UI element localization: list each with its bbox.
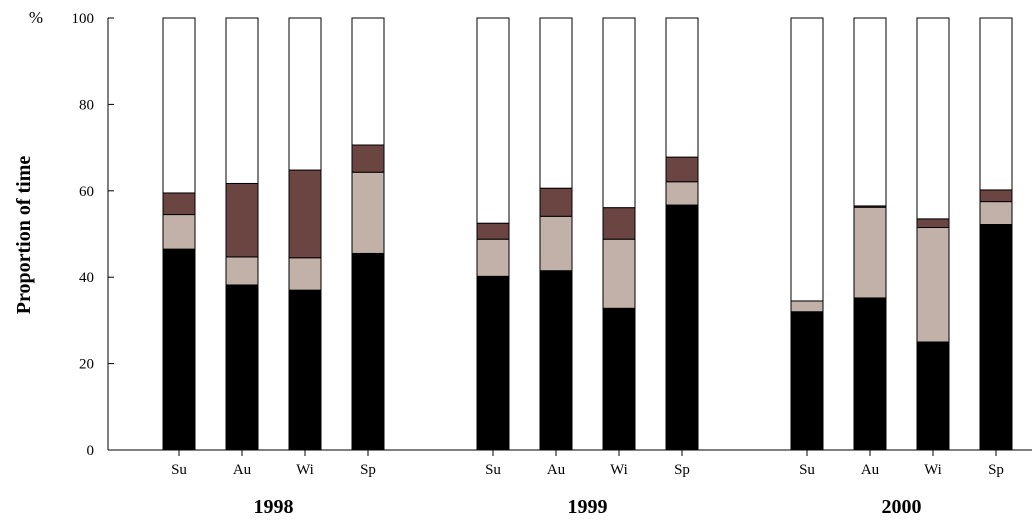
bar-segment bbox=[476, 275, 510, 451]
category-label: Su bbox=[171, 462, 187, 478]
bar-segment bbox=[288, 289, 322, 451]
bar-segment bbox=[790, 17, 824, 302]
bar-segment bbox=[539, 270, 573, 451]
category-label: Au bbox=[861, 462, 880, 478]
bar-segment bbox=[225, 182, 259, 258]
bar-segment bbox=[979, 201, 1013, 225]
bar-segment bbox=[351, 144, 385, 173]
y-axis-unit: % bbox=[29, 8, 43, 27]
bar-segment bbox=[665, 17, 699, 158]
bar-segment bbox=[602, 238, 636, 309]
y-axis-label: Proportion of time bbox=[13, 156, 35, 315]
bar-segment bbox=[351, 252, 385, 451]
bar-segment bbox=[853, 17, 887, 207]
bar-segment bbox=[476, 222, 510, 240]
bar-segment bbox=[162, 214, 196, 250]
bar-segment bbox=[790, 300, 824, 313]
bar-segment bbox=[162, 248, 196, 451]
y-tick-label: 100 bbox=[72, 11, 95, 27]
bar-segment bbox=[539, 187, 573, 217]
bar-segment bbox=[665, 204, 699, 451]
category-label: Sp bbox=[360, 462, 376, 478]
bar-segment bbox=[288, 17, 322, 171]
group-label: 1998 bbox=[254, 496, 294, 518]
bar-segment bbox=[225, 256, 259, 286]
bar-segment bbox=[916, 341, 950, 451]
bar-segment bbox=[665, 181, 699, 206]
bar-segment bbox=[288, 169, 322, 259]
bar-segment bbox=[351, 17, 385, 146]
bar-segment bbox=[916, 218, 950, 229]
category-label: Au bbox=[547, 462, 566, 478]
category-label: Wi bbox=[296, 462, 314, 478]
bar-segment bbox=[288, 257, 322, 291]
group-label: 1999 bbox=[568, 496, 608, 518]
bar-segment bbox=[853, 297, 887, 451]
bar-segment bbox=[476, 238, 510, 277]
bars bbox=[162, 17, 1013, 451]
bar-segment bbox=[979, 17, 1013, 191]
bar-segment bbox=[476, 17, 510, 224]
bar-segment bbox=[162, 17, 196, 194]
group-label: 2000 bbox=[882, 496, 922, 518]
y-tick-label: 60 bbox=[79, 184, 94, 200]
bar-segment bbox=[539, 17, 573, 189]
bar-segment bbox=[916, 17, 950, 220]
category-label: Sp bbox=[988, 462, 1004, 478]
category-label: Wi bbox=[924, 462, 942, 478]
bar-segment bbox=[602, 17, 636, 209]
y-tick-label: 0 bbox=[87, 443, 95, 459]
y-tick-label: 20 bbox=[79, 357, 94, 373]
bar-segment bbox=[162, 192, 196, 216]
bar-segment bbox=[602, 307, 636, 451]
category-label: Su bbox=[799, 462, 815, 478]
bar-segment bbox=[225, 17, 259, 184]
bar-segment bbox=[853, 206, 887, 299]
bar-segment bbox=[665, 156, 699, 183]
bar-segment bbox=[916, 227, 950, 343]
y-tick-label: 80 bbox=[79, 97, 94, 113]
bar-segment bbox=[979, 223, 1013, 451]
category-label: Sp bbox=[674, 462, 690, 478]
y-tick-label: 40 bbox=[79, 270, 94, 286]
bar-segment bbox=[539, 215, 573, 272]
category-label: Wi bbox=[610, 462, 628, 478]
axes: 0 20 40 60 80 100 bbox=[72, 11, 1032, 459]
category-label: Su bbox=[485, 462, 501, 478]
bar-segment bbox=[602, 207, 636, 240]
bar-segment bbox=[351, 171, 385, 254]
bar-segment bbox=[790, 311, 824, 451]
category-label: Au bbox=[233, 462, 252, 478]
bar-segment bbox=[225, 284, 259, 451]
bar-segment bbox=[979, 189, 1013, 203]
labels: Su Au Wi Sp 1998 Su Au Wi Sp 1999 Su Au Wi Sp 2000 bbox=[171, 462, 1004, 518]
